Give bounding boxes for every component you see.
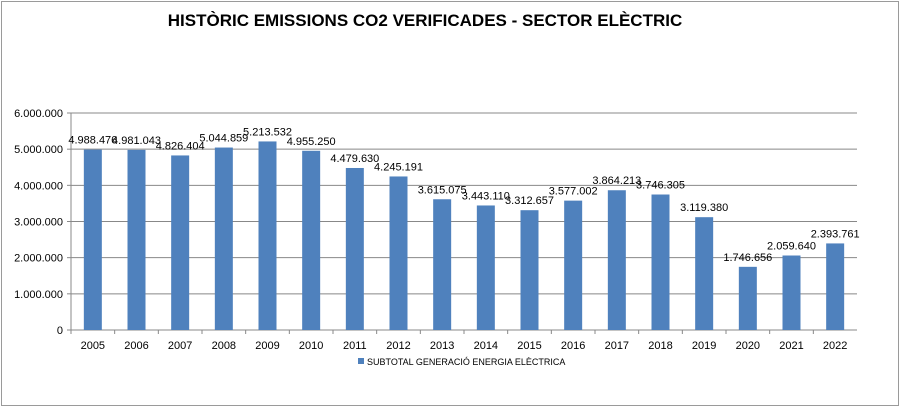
y-tick-label: 6.000.000	[14, 108, 63, 120]
x-tick-label: 2008	[212, 340, 236, 352]
data-label: 3.615.075	[418, 184, 467, 196]
data-label: 4.479.630	[330, 153, 379, 165]
x-tick-label: 2009	[255, 340, 279, 352]
legend-label: SUBTOTAL GENERACIÓ ENERGIA ELÈCTRICA	[367, 357, 565, 367]
legend-swatch	[358, 358, 364, 364]
x-tick-label: 2021	[779, 340, 803, 352]
data-label: 4.981.043	[112, 135, 161, 147]
bar-2019	[695, 217, 714, 330]
bar-2012	[389, 176, 408, 330]
x-tick-label: 2016	[561, 340, 585, 352]
bar-2017	[607, 190, 626, 330]
x-tick-label: 2007	[168, 340, 192, 352]
x-tick-label: 2012	[386, 340, 410, 352]
x-tick-label: 2005	[81, 340, 105, 352]
x-tick-label: 2010	[299, 340, 323, 352]
x-tick-label: 2006	[124, 340, 148, 352]
data-label: 4.955.250	[287, 136, 336, 148]
data-label: 4.245.191	[374, 161, 423, 173]
bar-2014	[476, 205, 495, 330]
bar-2015	[520, 210, 539, 330]
data-label: 3.577.002	[549, 186, 598, 198]
data-label: 4.988.476	[68, 135, 117, 147]
data-label: 2.393.761	[811, 228, 860, 240]
x-tick-label: 2018	[648, 340, 672, 352]
data-label: 3.864.213	[592, 175, 641, 187]
bar-2005	[83, 149, 102, 330]
data-label: 3.443.110	[462, 190, 510, 202]
bar-2022	[826, 243, 845, 330]
y-tick-label: 1.000.000	[14, 289, 63, 301]
x-tick-label: 2011	[343, 340, 367, 352]
x-tick-label: 2014	[474, 340, 498, 352]
x-tick-label: 2017	[605, 340, 629, 352]
x-tick-label: 2020	[736, 340, 760, 352]
bar-2009	[258, 141, 277, 330]
bar-2011	[345, 167, 364, 330]
y-tick-label: 2.000.000	[14, 253, 63, 265]
y-tick-label: 5.000.000	[14, 144, 63, 156]
bar-2013	[433, 199, 452, 330]
data-label: 3.312.657	[505, 195, 554, 207]
x-tick-label: 2013	[430, 340, 454, 352]
bar-2018	[651, 194, 670, 330]
x-tick-label: 2015	[517, 340, 541, 352]
data-label: 2.059.640	[767, 241, 816, 253]
data-label: 4.826.404	[156, 140, 205, 152]
bar-2010	[302, 150, 321, 330]
data-label: 1.746.656	[723, 252, 772, 264]
y-tick-label: 0	[57, 325, 63, 337]
chart-title: HISTÒRIC EMISSIONS CO2 VERIFICADES - SEC…	[167, 11, 683, 30]
y-tick-label: 3.000.000	[14, 217, 63, 229]
data-label: 5.213.532	[243, 126, 292, 138]
bar-2016	[564, 200, 583, 330]
bar-2021	[782, 255, 801, 330]
y-tick-label: 4.000.000	[14, 180, 63, 192]
x-tick-label: 2019	[692, 340, 716, 352]
data-label: 3.119.380	[680, 202, 728, 214]
data-label: 3.746.305	[636, 180, 685, 192]
bar-2006	[127, 149, 146, 330]
data-label: 5.044.859	[199, 133, 248, 145]
x-tick-label: 2022	[823, 340, 847, 352]
bar-2008	[214, 147, 233, 330]
bar-2020	[738, 266, 757, 330]
bar-2007	[171, 155, 190, 330]
